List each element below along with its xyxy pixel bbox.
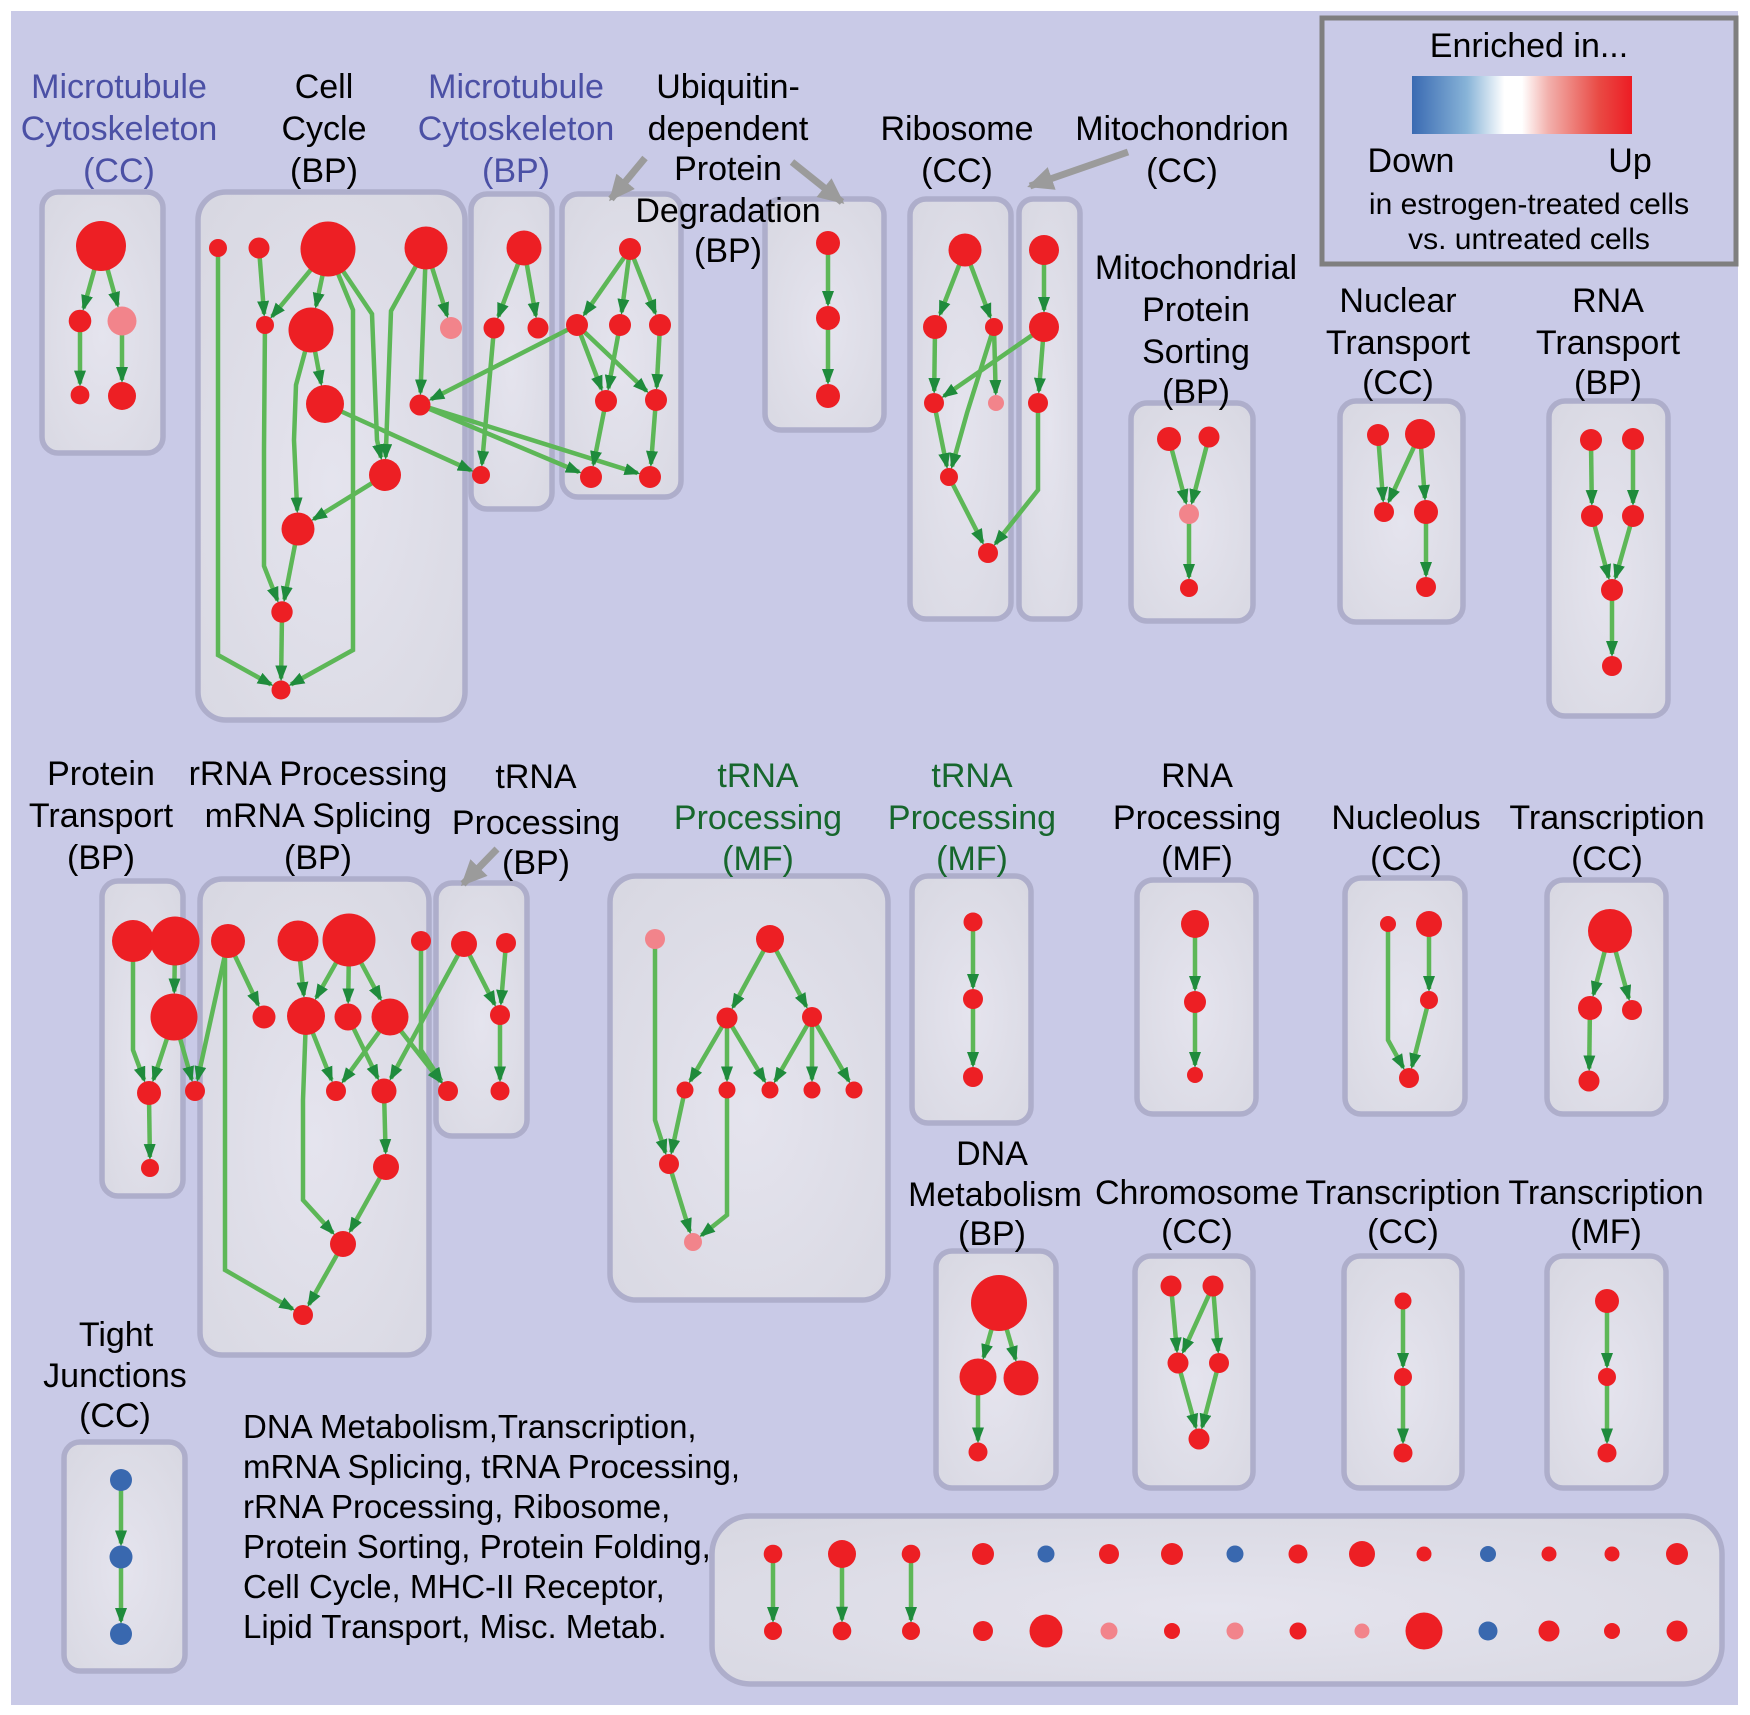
svg-text:Processing: Processing xyxy=(452,804,620,842)
svg-text:Processing: Processing xyxy=(674,799,842,837)
svg-text:Nuclear: Nuclear xyxy=(1339,282,1456,320)
svg-text:Protein Sorting, Protein Foldi: Protein Sorting, Protein Folding, xyxy=(243,1528,711,1565)
svg-text:tRNA: tRNA xyxy=(717,757,799,795)
svg-text:Up: Up xyxy=(1608,142,1651,180)
svg-text:(BP): (BP) xyxy=(67,839,135,877)
svg-text:Cytoskeleton: Cytoskeleton xyxy=(418,110,615,148)
svg-text:RNA: RNA xyxy=(1161,757,1233,795)
svg-text:(BP): (BP) xyxy=(284,839,352,877)
svg-text:(CC): (CC) xyxy=(1370,840,1442,878)
svg-text:Protein: Protein xyxy=(47,755,155,793)
svg-text:Transport: Transport xyxy=(1326,324,1471,362)
svg-text:dependent: dependent xyxy=(648,110,809,148)
svg-text:(CC): (CC) xyxy=(79,1397,151,1435)
svg-text:Mitochondrion: Mitochondrion xyxy=(1075,110,1289,148)
svg-text:(BP): (BP) xyxy=(290,152,358,190)
svg-text:(BP): (BP) xyxy=(502,844,570,882)
svg-text:(BP): (BP) xyxy=(1162,373,1230,411)
svg-text:Transport: Transport xyxy=(29,797,174,835)
svg-text:Down: Down xyxy=(1368,142,1455,180)
svg-text:Cycle: Cycle xyxy=(281,110,366,148)
svg-text:(BP): (BP) xyxy=(1574,364,1642,402)
svg-text:(MF): (MF) xyxy=(1161,840,1233,878)
svg-text:Protein: Protein xyxy=(1142,291,1250,329)
svg-text:Protein: Protein xyxy=(674,150,782,188)
svg-text:in estrogen-treated cells: in estrogen-treated cells xyxy=(1369,188,1689,221)
svg-text:Transcription: Transcription xyxy=(1508,1174,1703,1212)
svg-text:Mitochondrial: Mitochondrial xyxy=(1095,249,1297,287)
svg-text:RNA: RNA xyxy=(1572,282,1644,320)
svg-text:Transport: Transport xyxy=(1536,324,1681,362)
svg-text:mRNA Splicing, tRNA Processing: mRNA Splicing, tRNA Processing, xyxy=(243,1448,740,1485)
svg-text:Lipid Transport, Misc. Metab.: Lipid Transport, Misc. Metab. xyxy=(243,1608,667,1645)
svg-text:(CC): (CC) xyxy=(1571,840,1643,878)
svg-text:(MF): (MF) xyxy=(722,840,794,878)
svg-text:Nucleolus: Nucleolus xyxy=(1331,799,1480,837)
svg-text:Transcription: Transcription xyxy=(1305,1174,1500,1212)
svg-text:Metabolism: Metabolism xyxy=(908,1176,1082,1214)
svg-text:Junctions: Junctions xyxy=(43,1357,187,1395)
svg-text:(BP): (BP) xyxy=(482,152,550,190)
svg-text:Tight: Tight xyxy=(79,1316,154,1354)
svg-text:Ubiquitin-: Ubiquitin- xyxy=(656,68,800,106)
svg-text:tRNA: tRNA xyxy=(931,757,1013,795)
svg-text:Cell: Cell xyxy=(295,68,354,106)
svg-text:Microtubule: Microtubule xyxy=(428,68,604,106)
svg-text:Sorting: Sorting xyxy=(1142,333,1250,371)
svg-text:(BP): (BP) xyxy=(958,1215,1026,1253)
svg-text:Cytoskeleton: Cytoskeleton xyxy=(21,110,218,148)
svg-text:rRNA Processing: rRNA Processing xyxy=(189,755,448,793)
svg-text:Transcription: Transcription xyxy=(1509,799,1704,837)
svg-text:Microtubule: Microtubule xyxy=(31,68,207,106)
svg-text:(CC): (CC) xyxy=(1146,152,1218,190)
svg-text:mRNA Splicing: mRNA Splicing xyxy=(205,797,432,835)
svg-text:rRNA Processing, Ribosome,: rRNA Processing, Ribosome, xyxy=(243,1488,670,1525)
svg-text:Degradation: Degradation xyxy=(635,192,820,230)
svg-text:(CC): (CC) xyxy=(1161,1213,1233,1251)
svg-text:Processing: Processing xyxy=(1113,799,1281,837)
svg-text:vs. untreated cells: vs. untreated cells xyxy=(1408,223,1650,256)
svg-text:Ribosome: Ribosome xyxy=(880,110,1033,148)
svg-text:(MF): (MF) xyxy=(936,840,1008,878)
svg-text:(CC): (CC) xyxy=(1362,364,1434,402)
svg-text:(BP): (BP) xyxy=(694,232,762,270)
svg-text:(MF): (MF) xyxy=(1570,1213,1642,1251)
svg-text:Processing: Processing xyxy=(888,799,1056,837)
svg-text:(CC): (CC) xyxy=(921,152,993,190)
svg-text:Enriched in...: Enriched in... xyxy=(1430,27,1628,65)
svg-text:tRNA: tRNA xyxy=(495,758,577,796)
svg-text:DNA Metabolism,Transcription,: DNA Metabolism,Transcription, xyxy=(243,1408,697,1445)
svg-text:(CC): (CC) xyxy=(83,152,155,190)
svg-text:(CC): (CC) xyxy=(1367,1213,1439,1251)
svg-text:Chromosome: Chromosome xyxy=(1095,1174,1299,1212)
svg-text:Cell Cycle, MHC-II Receptor,: Cell Cycle, MHC-II Receptor, xyxy=(243,1568,665,1605)
svg-text:DNA: DNA xyxy=(956,1135,1028,1173)
